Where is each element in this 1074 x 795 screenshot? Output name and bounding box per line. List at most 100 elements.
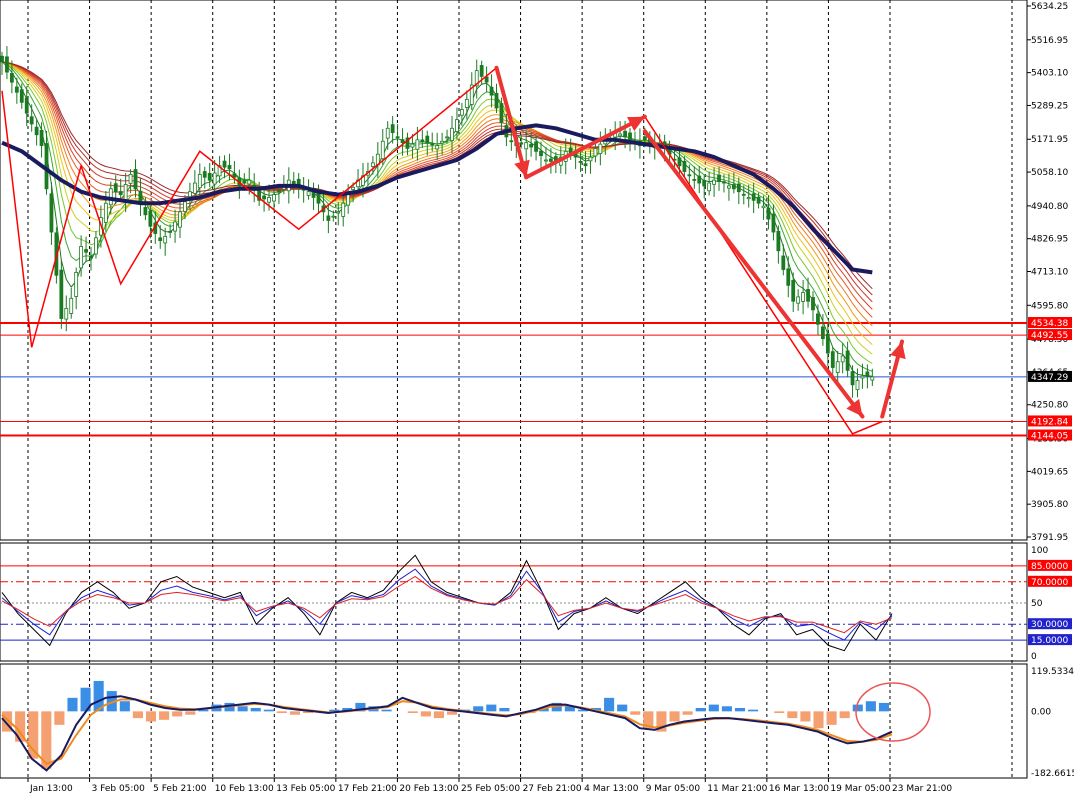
oscillator-tick-label: 50: [1031, 599, 1043, 609]
bear-candle: [578, 161, 583, 163]
time-tick-label: 16 Mar 13:00: [769, 784, 829, 794]
bear-candle: [29, 116, 34, 125]
bear-candle: [628, 132, 632, 141]
macd-histogram-bar-negative: [656, 711, 667, 732]
bull-candle: [712, 179, 716, 185]
time-tick-label: 10 Feb 13:00: [215, 784, 274, 794]
price-axis: 5634.25 5516.95 5403.10 5289.25 5171.95 5058.…: [1027, 2, 1074, 779]
bear-candle: [19, 89, 24, 103]
macd-histogram-bar-positive: [721, 706, 732, 712]
bull-candle: [336, 211, 341, 214]
oscillator-tick-label: 100: [1031, 546, 1048, 556]
macd-histogram-bar-positive: [237, 706, 248, 712]
bear-candle: [865, 371, 870, 377]
bear-candle: [697, 175, 702, 184]
price-level-box: [1028, 329, 1072, 341]
macd-histogram-bar-negative: [276, 711, 287, 714]
price-tick-label: 4826.95: [1031, 235, 1068, 245]
bear-candle: [687, 174, 692, 177]
bull-candle: [188, 191, 192, 198]
macd-panel: [1, 680, 931, 772]
bear-candle: [232, 173, 237, 178]
bull-candle: [618, 133, 623, 137]
price-level-label: 4492.55: [1031, 331, 1068, 341]
bull-candle: [183, 201, 187, 212]
price-tick-label: 4478.50: [1031, 335, 1068, 345]
oscillator-level-label: 15.0000: [1031, 636, 1068, 646]
vertical-gridlines: [27, 0, 1013, 778]
macd-histogram-bar-positive: [748, 709, 759, 712]
bull-candle: [410, 143, 415, 148]
ema-ribbon-line: [1, 61, 873, 327]
macd-histogram-bar-positive: [198, 709, 209, 712]
highlight-circle: [855, 682, 931, 742]
bull-candle: [746, 197, 751, 200]
bear-candle: [756, 196, 761, 204]
macd-histogram-bar-positive: [329, 709, 340, 712]
price-tick-label: 4250.80: [1031, 401, 1068, 411]
bear-candle: [14, 86, 19, 93]
annotation-arrow-shaft: [524, 114, 647, 180]
price-tick-label: 3791.95: [1031, 533, 1068, 543]
macd-histogram-bar-negative: [433, 711, 444, 719]
macd-histogram-bar-positive: [473, 706, 484, 712]
bull-candle: [435, 145, 440, 150]
bear-candle: [405, 137, 410, 149]
price-level-box: [1028, 429, 1072, 441]
bull-candle: [593, 148, 598, 157]
price-tick-label: 5171.95: [1031, 135, 1068, 145]
macd-histogram-bar-negative: [839, 711, 850, 719]
oscillator-level-box: [1028, 634, 1072, 646]
macd-histogram-bar-negative: [420, 711, 431, 717]
bull-candle: [247, 179, 252, 185]
bear-candle: [425, 135, 430, 144]
bull-candle: [79, 246, 84, 269]
bull-candle: [459, 109, 464, 116]
macd-histogram-bar-negative: [132, 711, 143, 719]
ema-ribbon-line: [1, 61, 873, 336]
bear-candle: [811, 297, 815, 311]
bull-candle: [197, 173, 202, 189]
macd-tick-label: -182.6615: [1031, 769, 1074, 779]
bear-candle: [806, 289, 810, 302]
price-panel-frame: [0, 0, 1028, 541]
macd-histogram-bar-positive: [577, 709, 588, 712]
bull-candle: [474, 70, 479, 87]
bull-candle: [351, 186, 355, 190]
price-tick-label: 5516.95: [1031, 36, 1068, 46]
oscillator-level-box: [1028, 618, 1072, 630]
bear-candle: [484, 76, 489, 83]
macd-histogram-bar-negative: [41, 711, 52, 769]
bull-candle: [341, 202, 346, 217]
bear-candle: [158, 237, 163, 242]
time-tick-label: 20 Feb 13:00: [399, 784, 458, 794]
annotation-arrow-head: [846, 398, 863, 417]
macd-tick-label: 119.5334: [1031, 667, 1074, 677]
bull-candle: [727, 185, 731, 189]
price-level-box: [1028, 415, 1072, 427]
macd-histogram-bar-positive: [381, 709, 392, 712]
bear-candle: [39, 129, 44, 146]
price-tick-label: 4713.10: [1031, 268, 1068, 278]
bear-candle: [786, 268, 791, 286]
macd-histogram-bar-positive: [106, 691, 117, 712]
bear-candle: [816, 313, 820, 325]
oscillator-series-line: [1, 575, 893, 634]
macd-panel-frame: [0, 663, 1028, 779]
macd-histogram-bar-positive: [865, 701, 876, 712]
bull-candle: [415, 139, 420, 150]
time-tick-label: 17 Feb 21:00: [338, 784, 397, 794]
time-tick-label: Jan 13:00: [29, 784, 73, 794]
macd-histogram-bar-positive: [355, 702, 366, 712]
bear-candle: [202, 171, 207, 178]
macd-histogram-bar-positive: [67, 697, 78, 712]
macd-histogram-bar-negative: [145, 711, 157, 722]
oscillator-tick-label: 0: [1031, 652, 1037, 662]
time-tick-label: 3 Feb 05:00: [92, 784, 146, 794]
bear-candle: [499, 103, 504, 123]
macd-histogram-bar-positive: [878, 702, 889, 712]
bear-candle: [227, 165, 232, 170]
bear-candle: [519, 142, 524, 145]
